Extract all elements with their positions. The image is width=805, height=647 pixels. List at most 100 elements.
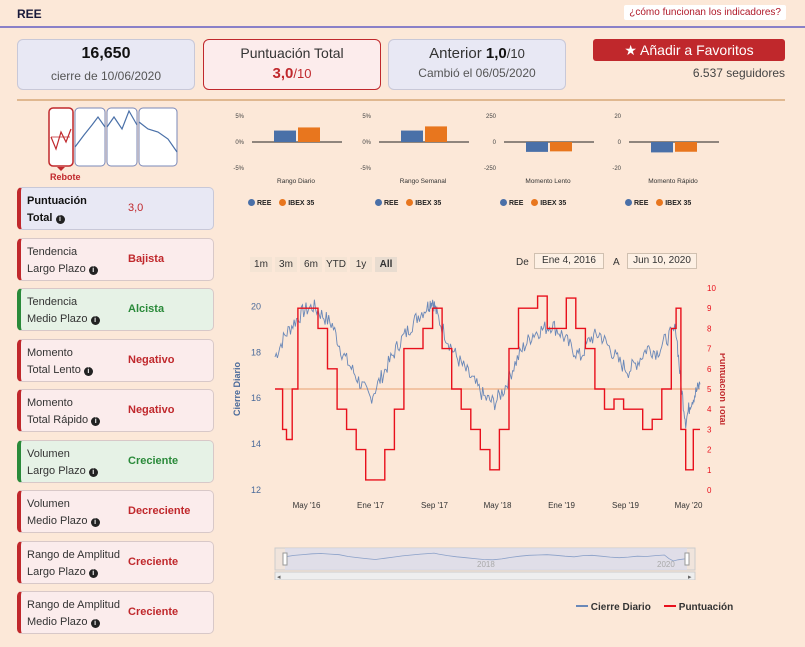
mini-bar-ibex bbox=[675, 142, 697, 152]
indicator-value: Bajista bbox=[128, 252, 165, 265]
y-tick-right: 4 bbox=[707, 405, 712, 414]
mini-ytick: -5% bbox=[360, 166, 371, 172]
navigator-label: 2020 bbox=[657, 560, 675, 569]
indicator-value: Creciente bbox=[128, 555, 179, 568]
pattern-label: Rebote bbox=[50, 172, 81, 182]
navigator-selection bbox=[285, 548, 687, 570]
indicator-card[interactable]: Volumen Largo Plazo i Creciente bbox=[17, 439, 214, 483]
mini-ytick: 0% bbox=[362, 140, 371, 146]
pattern-thumb-4 bbox=[138, 107, 178, 167]
mini-chart-2[interactable]: 5% 0% -5% Rango Semanal bbox=[355, 108, 475, 190]
y-tick-right: 2 bbox=[707, 446, 712, 455]
indicator-label-line1: Tendencia bbox=[27, 296, 78, 308]
indicator-card[interactable]: Tendencia Medio Plazo i Alcista bbox=[17, 288, 214, 331]
mini-ytick: 5% bbox=[362, 114, 371, 120]
star-icon: ★ bbox=[624, 42, 637, 58]
x-tick: May '20 bbox=[675, 501, 703, 510]
indicator-label-line1: Momento bbox=[27, 346, 73, 359]
to-label: A bbox=[613, 257, 620, 268]
indicator-card[interactable]: Momento Total Lento i Negativo bbox=[17, 338, 214, 382]
indicator-label: Volumen Largo Plazo i bbox=[27, 446, 98, 480]
indicator-label-line1: Tendencia bbox=[27, 245, 78, 258]
indicator-label-line2: Medio Plazo bbox=[27, 313, 88, 325]
mini-legend-ree: REE bbox=[634, 200, 649, 207]
navigator-scrollbar bbox=[274, 571, 696, 580]
indicator-label-line2: Total bbox=[27, 212, 53, 224]
mini-legend: REE IBEX 35 bbox=[625, 199, 691, 207]
mini-ytick: 250 bbox=[486, 114, 497, 120]
range-button-ytd[interactable]: YTD bbox=[325, 257, 347, 272]
indicator-label: Rango de Amplitud Medio Plazo i bbox=[27, 597, 120, 631]
pattern-thumbnails[interactable] bbox=[48, 107, 180, 171]
info-icon[interactable]: i bbox=[55, 215, 65, 224]
indicator-card[interactable]: Momento Total Rápido i Negativo bbox=[17, 389, 214, 432]
indicator-label: Rango de Amplitud Largo Plazo i bbox=[27, 547, 120, 581]
range-button-3m[interactable]: 3m bbox=[275, 257, 297, 272]
range-button-1y[interactable]: 1y bbox=[350, 257, 372, 272]
indicator-card[interactable]: Puntuación Total i 3,0 bbox=[17, 187, 214, 230]
info-icon[interactable]: i bbox=[88, 265, 98, 275]
info-icon[interactable]: i bbox=[90, 619, 100, 628]
mini-ytick: -5% bbox=[233, 166, 244, 172]
previous-score-scale: /10 bbox=[506, 46, 525, 61]
navigator-label: 2018 bbox=[477, 560, 495, 569]
info-icon[interactable]: i bbox=[90, 518, 100, 527]
legend-cierre[interactable]: Cierre Diario bbox=[576, 602, 651, 613]
info-icon[interactable]: i bbox=[88, 568, 98, 578]
to-date-input[interactable]: Jun 10, 2020 bbox=[627, 253, 697, 269]
total-score-value: 3,0/10 bbox=[204, 65, 380, 82]
y-axis-label-left: Cierre Diario bbox=[232, 361, 242, 416]
from-date-input[interactable]: Ene 4, 2016 bbox=[534, 253, 604, 269]
range-button-1m[interactable]: 1m bbox=[250, 257, 272, 272]
y-tick-right: 10 bbox=[707, 284, 716, 293]
mini-ytick: 20 bbox=[614, 114, 621, 120]
indicator-label: Momento Total Lento i bbox=[27, 345, 93, 379]
navigator-line bbox=[284, 552, 688, 562]
indicator-card[interactable]: Volumen Medio Plazo i Decreciente bbox=[17, 490, 214, 533]
indicator-card[interactable]: Rango de Amplitud Medio Plazo i Creciente bbox=[17, 591, 214, 634]
indicator-label-line2: Largo Plazo bbox=[27, 262, 86, 275]
mini-chart-4[interactable]: 20 0 -20 Momento Rápido bbox=[605, 108, 725, 190]
indicator-label-line1: Volumen bbox=[27, 498, 70, 510]
legend-puntuacion[interactable]: Puntuación bbox=[664, 602, 733, 613]
scroll-right-icon: ▸ bbox=[688, 574, 692, 580]
add-favorites-button[interactable]: ★ Añadir a Favoritos bbox=[593, 39, 785, 61]
total-score-title: Puntuación Total bbox=[240, 45, 344, 61]
indicator-value: Creciente bbox=[128, 454, 179, 467]
x-tick: May '18 bbox=[484, 501, 512, 510]
mini-category: Momento Lento bbox=[525, 178, 571, 185]
info-icon[interactable]: i bbox=[83, 366, 93, 376]
mini-chart-1[interactable]: 5% 0% -5% Rango Diario bbox=[228, 108, 348, 190]
y-tick-right: 7 bbox=[707, 345, 712, 354]
indicator-label: Tendencia Medio Plazo i bbox=[27, 294, 100, 328]
indicator-label-line2: Total Lento bbox=[27, 363, 81, 376]
indicator-card[interactable]: Tendencia Largo Plazo i Bajista bbox=[17, 237, 214, 281]
y-tick-left: 20 bbox=[251, 301, 261, 311]
indicator-card[interactable]: Rango de Amplitud Largo Plazo i Creciente bbox=[17, 540, 214, 584]
y-tick-right: 6 bbox=[707, 365, 712, 374]
mini-category: Momento Rápido bbox=[648, 178, 698, 185]
add-favorites-label: Añadir a Favoritos bbox=[640, 42, 754, 58]
info-icon[interactable]: i bbox=[90, 316, 100, 325]
ticker-symbol: REE bbox=[17, 7, 42, 21]
navigator-handle-left bbox=[282, 552, 288, 566]
info-icon[interactable]: i bbox=[88, 467, 98, 477]
how-indicators-link[interactable]: ¿cómo funcionan los indicadores? bbox=[624, 5, 786, 20]
mini-chart-3[interactable]: 250 0 -250 Momento Lento bbox=[480, 108, 600, 190]
y-tick-right: 5 bbox=[707, 385, 712, 394]
indicator-label-line1: Momento bbox=[27, 397, 73, 409]
range-button-all[interactable]: All bbox=[375, 257, 397, 272]
from-label: De bbox=[516, 257, 529, 268]
y-tick-left: 16 bbox=[251, 393, 261, 403]
info-icon[interactable]: i bbox=[91, 417, 101, 426]
y-tick-left: 18 bbox=[251, 347, 261, 357]
mini-bar-ree bbox=[274, 130, 296, 142]
series-cierre-diario bbox=[274, 299, 701, 429]
range-button-6m[interactable]: 6m bbox=[300, 257, 322, 272]
mini-bar-ibex bbox=[550, 142, 572, 152]
mini-category: Rango Diario bbox=[277, 178, 315, 185]
mini-legend-ree: REE bbox=[384, 200, 399, 207]
close-value: 16,650 bbox=[81, 45, 131, 62]
followers-count: 6.537 seguidores bbox=[692, 66, 785, 80]
